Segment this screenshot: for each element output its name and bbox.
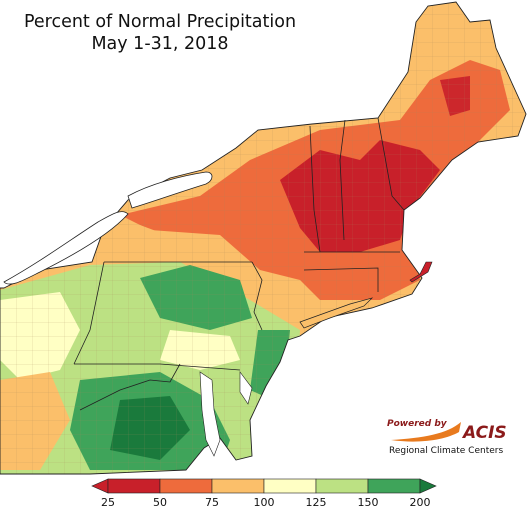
legend-seg-150-200	[368, 479, 420, 493]
legend-tick-50: 50	[153, 496, 167, 509]
legend-tick-150: 150	[358, 496, 379, 509]
legend-tick-75: 75	[205, 496, 219, 509]
legend-seg-50-75	[160, 479, 212, 493]
legend-seg-125-150	[316, 479, 368, 493]
map-subtitle: May 1-31, 2018	[0, 34, 320, 54]
legend-seg-100-125	[264, 479, 316, 493]
legend-colorbar	[92, 479, 436, 493]
legend-tick-100: 100	[254, 496, 275, 509]
acis-logo: Powered by ACIS Regional Climate Centers	[383, 414, 513, 458]
legend-seg-25-50	[108, 479, 160, 493]
logo-rcc: Regional Climate Centers	[389, 446, 503, 456]
legend-tick-200: 200	[410, 496, 431, 509]
logo-powered-by: Powered by	[387, 419, 448, 429]
legend-tick-25: 25	[101, 496, 115, 509]
legend-tick-125: 125	[306, 496, 327, 509]
logo-acis: ACIS	[461, 423, 507, 443]
legend-seg-75-100	[212, 479, 264, 493]
map-title: Percent of Normal Precipitation	[0, 12, 320, 32]
